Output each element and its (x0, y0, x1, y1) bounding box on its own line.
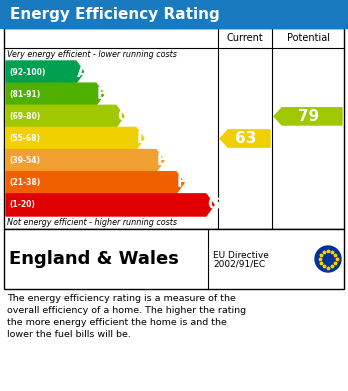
Text: (21-38): (21-38) (9, 178, 40, 187)
Text: The energy efficiency rating is a measure of the: The energy efficiency rating is a measur… (7, 294, 236, 303)
Polygon shape (220, 130, 270, 147)
Text: 63: 63 (235, 131, 257, 146)
Text: 79: 79 (298, 109, 319, 124)
Polygon shape (6, 61, 84, 83)
Text: Not energy efficient - higher running costs: Not energy efficient - higher running co… (7, 218, 177, 227)
Text: (92-100): (92-100) (9, 68, 45, 77)
Text: Very energy efficient - lower running costs: Very energy efficient - lower running co… (7, 50, 177, 59)
Text: A: A (77, 65, 89, 80)
Text: B: B (97, 87, 109, 102)
Text: (81-91): (81-91) (9, 90, 40, 99)
Circle shape (315, 246, 341, 272)
Polygon shape (6, 83, 104, 105)
Text: Potential: Potential (286, 33, 330, 43)
Text: (1-20): (1-20) (9, 201, 35, 210)
Polygon shape (6, 127, 144, 150)
Text: lower the fuel bills will be.: lower the fuel bills will be. (7, 330, 131, 339)
Text: 2002/91/EC: 2002/91/EC (213, 260, 265, 269)
Bar (4, 229, 344, 289)
Text: F: F (177, 175, 187, 190)
Polygon shape (6, 105, 124, 127)
Text: overall efficiency of a home. The higher the rating: overall efficiency of a home. The higher… (7, 306, 246, 315)
Text: C: C (117, 109, 128, 124)
Text: Current: Current (227, 33, 263, 43)
Text: (55-68): (55-68) (9, 134, 40, 143)
Text: EU Directive: EU Directive (213, 251, 269, 260)
Text: Energy Efficiency Rating: Energy Efficiency Rating (10, 7, 220, 22)
Text: England & Wales: England & Wales (9, 250, 179, 268)
Text: (39-54): (39-54) (9, 156, 40, 165)
Polygon shape (6, 150, 164, 172)
Polygon shape (6, 194, 214, 216)
Bar (0, 0, 348, 28)
Text: D: D (137, 131, 150, 146)
Polygon shape (6, 172, 184, 194)
Text: the more energy efficient the home is and the: the more energy efficient the home is an… (7, 318, 227, 327)
Text: (69-80): (69-80) (9, 112, 40, 121)
Polygon shape (274, 108, 342, 125)
Text: E: E (157, 153, 167, 168)
Text: G: G (207, 197, 220, 212)
Bar (4, 28, 344, 229)
